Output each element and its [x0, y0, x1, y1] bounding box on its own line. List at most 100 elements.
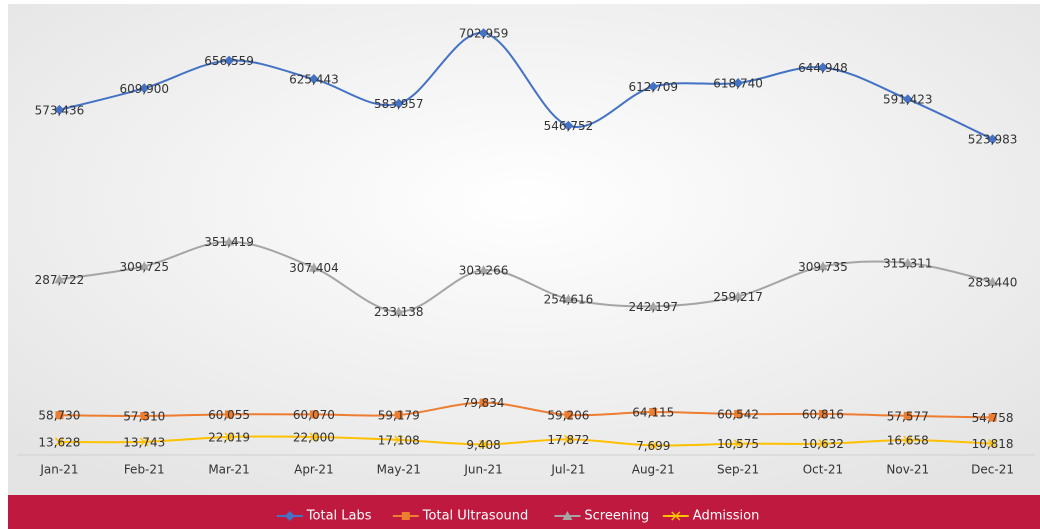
data-label: 64,115: [632, 405, 674, 419]
series-line: [59, 240, 993, 313]
data-label: 60,542: [717, 408, 759, 422]
legend-marker: [401, 512, 410, 520]
data-label: 618,740: [713, 77, 763, 91]
data-label: 13,743: [123, 435, 165, 449]
marker: [54, 104, 65, 115]
marker: [649, 407, 658, 416]
data-label: 17,108: [378, 433, 420, 447]
marker: [139, 83, 150, 94]
data-label: 573,436: [35, 103, 85, 117]
marker: [903, 435, 913, 445]
x-tick-label: Feb-21: [124, 463, 165, 477]
data-label: 10,818: [972, 437, 1014, 451]
marker: [309, 432, 319, 442]
data-label: 9,408: [466, 438, 500, 452]
marker: [902, 257, 913, 267]
data-label: 307,404: [289, 261, 339, 275]
marker: [224, 432, 234, 442]
marker: [55, 411, 64, 420]
marker: [309, 410, 318, 419]
marker: [563, 434, 573, 444]
x-tick-label: Apr-21: [294, 463, 334, 477]
legend-label: Admission: [693, 509, 760, 524]
x-tick-label: Jan-21: [39, 463, 78, 477]
data-label: 17,872: [547, 433, 589, 447]
marker: [563, 293, 574, 303]
marker: [139, 261, 150, 271]
marker: [478, 265, 489, 275]
data-label: 523,983: [968, 133, 1018, 147]
data-label: 60,070: [293, 408, 335, 422]
legend-label: Total Labs: [306, 509, 372, 524]
data-label: 254,616: [544, 292, 594, 306]
plot-background: [8, 4, 1040, 495]
x-tick-label: Aug-21: [632, 463, 675, 477]
data-label: 22,019: [208, 430, 250, 444]
marker: [903, 411, 912, 420]
marker: [479, 398, 488, 407]
marker: [817, 261, 828, 271]
data-label: 233,138: [374, 305, 424, 319]
x-tick-label: May-21: [377, 463, 421, 477]
marker: [479, 439, 489, 449]
marker: [648, 440, 658, 450]
data-label: 58,730: [38, 409, 80, 423]
data-label: 59,179: [378, 408, 420, 422]
data-label: 259,217: [713, 290, 763, 304]
data-label: 22,000: [293, 430, 335, 444]
data-label: 79,834: [463, 396, 505, 410]
marker: [988, 413, 997, 422]
data-label: 609,900: [119, 82, 169, 96]
data-label: 309,725: [119, 260, 169, 274]
data-label: 57,577: [887, 409, 929, 423]
marker: [648, 301, 659, 311]
marker: [988, 439, 998, 449]
series-line: [59, 401, 993, 419]
data-label: 54,758: [972, 411, 1014, 425]
data-label: 57,310: [123, 410, 165, 424]
data-label: 10,632: [802, 437, 844, 451]
data-label: 546,752: [544, 119, 594, 133]
marker: [733, 291, 744, 301]
marker: [224, 55, 235, 66]
data-label: 583,957: [374, 97, 424, 111]
data-label: 13,628: [38, 435, 80, 449]
marker: [733, 78, 744, 89]
marker: [902, 94, 913, 105]
marker: [140, 412, 149, 421]
marker: [817, 62, 828, 73]
x-tick-label: Mar-21: [208, 463, 249, 477]
x-tick-label: Jul-21: [550, 463, 585, 477]
marker: [54, 274, 65, 284]
data-label: 283,440: [968, 275, 1018, 289]
marker: [139, 437, 149, 447]
marker: [225, 410, 234, 419]
marker: [563, 120, 574, 131]
data-label: 309,735: [798, 260, 848, 274]
data-label: 644,948: [798, 61, 848, 75]
marker: [987, 134, 998, 145]
marker: [818, 439, 828, 449]
marker: [54, 437, 64, 447]
data-label: 7,699: [636, 439, 670, 453]
marker: [224, 236, 235, 246]
x-tick-label: Jun-21: [463, 463, 502, 477]
marker: [393, 306, 404, 316]
data-label: 702,959: [459, 27, 509, 41]
data-label: 625,443: [289, 73, 339, 87]
marker: [733, 439, 743, 449]
marker: [308, 74, 319, 85]
marker: [478, 28, 489, 39]
data-label: 287,722: [35, 273, 85, 287]
data-label: 591,423: [883, 93, 933, 107]
data-label: 60,816: [802, 407, 844, 421]
marker: [648, 81, 659, 92]
marker: [564, 410, 573, 419]
marker: [308, 262, 319, 272]
data-label: 303,266: [459, 264, 509, 278]
data-label: 16,658: [887, 434, 929, 448]
data-label: 656,559: [204, 54, 254, 68]
data-label: 59,206: [547, 408, 589, 422]
